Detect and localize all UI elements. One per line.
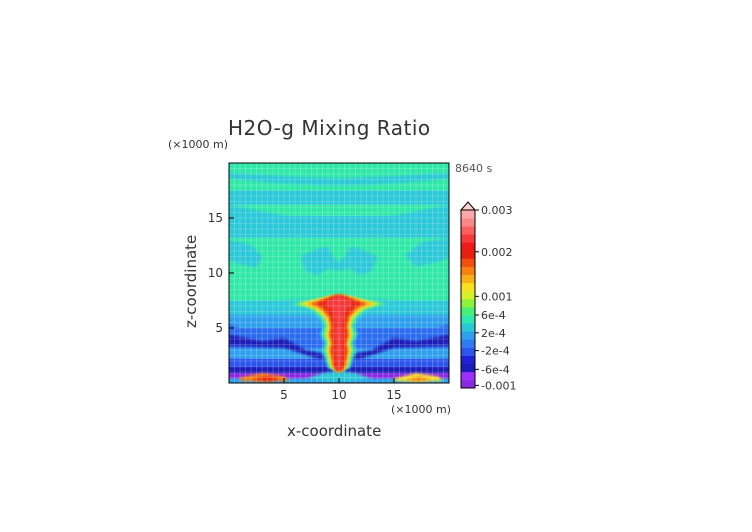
colorbar-swatch-12 — [461, 282, 475, 292]
x-tick-label-0: 5 — [280, 388, 288, 402]
colorbar-swatch-14 — [461, 266, 475, 276]
y-axis-ticks: 5 10 15 — [208, 211, 234, 335]
colorbar-label-5: -2e-4 — [481, 345, 510, 358]
x-tick-label-1: 10 — [331, 388, 346, 402]
upper-wave-2 — [229, 204, 449, 232]
surface-center — [306, 370, 372, 382]
colorbar-label-0: 0.003 — [481, 204, 513, 217]
colorbar-swatch-4 — [461, 347, 475, 356]
colorbar-swatch-17 — [461, 242, 475, 251]
right-tongue — [405, 237, 449, 267]
colorbar-label-1: 0.002 — [481, 246, 513, 259]
x-axis-unit: (×1000 m) — [391, 403, 452, 416]
colorbar-swatch-15 — [461, 258, 475, 267]
colorbar-label-4: 2e-4 — [481, 327, 506, 340]
contour-field — [229, 163, 449, 383]
colorbar-swatch-10 — [461, 299, 475, 308]
y-axis-unit: (×1000 m) — [168, 138, 229, 151]
colorbar-swatch-2 — [461, 363, 475, 373]
colorbar-swatch-6 — [461, 331, 475, 340]
colorbar-swatch-9 — [461, 307, 475, 316]
colorbar-swatch-0 — [461, 379, 475, 389]
plume-core — [324, 295, 354, 372]
colorbar-swatch-5 — [461, 339, 475, 348]
band-upper-2 — [229, 204, 449, 216]
colorbar-swatch-16 — [461, 250, 475, 259]
band-upper-1 — [229, 190, 449, 205]
colorbar-swatch-11 — [461, 290, 475, 300]
y-tick-label-1: 10 — [208, 266, 223, 280]
colorbar-extend-arrow — [459, 201, 477, 211]
colorbar-label-3: 6e-4 — [481, 309, 506, 322]
upper-wave-1 — [229, 172, 449, 185]
colorbar-swatch-20 — [461, 218, 475, 227]
colorbar-swatch-19 — [461, 226, 475, 235]
colorbar-label-6: -6e-4 — [481, 363, 510, 376]
low-wave-3 — [229, 358, 449, 367]
colorbar-swatch-1 — [461, 371, 475, 381]
colorbar: 0.003 0.002 0.001 6e-4 2e-4 -2e-4 -6e-4 -0.001 — [459, 201, 516, 392]
x-axis-label: x-coordinate — [287, 422, 382, 440]
colorbar-label-7: -0.001 — [481, 379, 516, 392]
colorbar-swatch-13 — [461, 274, 475, 284]
left-tongue — [229, 240, 262, 268]
chart-title: H2O-g Mixing Ratio — [228, 116, 431, 140]
colorbar-label-2: 0.001 — [481, 290, 513, 303]
surface-hot-right — [405, 376, 433, 382]
colorbar-swatch-7 — [461, 323, 475, 332]
low-dark-band — [229, 334, 449, 359]
y-tick-label-2: 15 — [208, 211, 223, 225]
colorbar-swatch-8 — [461, 315, 475, 324]
time-label: 8640 s — [455, 162, 493, 175]
colorbar-swatch-3 — [461, 355, 475, 365]
y-tick-label-0: 5 — [215, 321, 223, 335]
y-axis-label: z-coordinate — [182, 234, 200, 328]
mid-tongue — [300, 246, 378, 276]
x-tick-label-2: 15 — [386, 388, 401, 402]
grid-lines — [229, 163, 449, 383]
colorbar-swatch-18 — [461, 234, 475, 243]
x-axis-ticks: 5 10 15 — [280, 378, 402, 402]
colorbar-swatch-21 — [461, 210, 475, 219]
surface-hot-left — [251, 376, 282, 382]
